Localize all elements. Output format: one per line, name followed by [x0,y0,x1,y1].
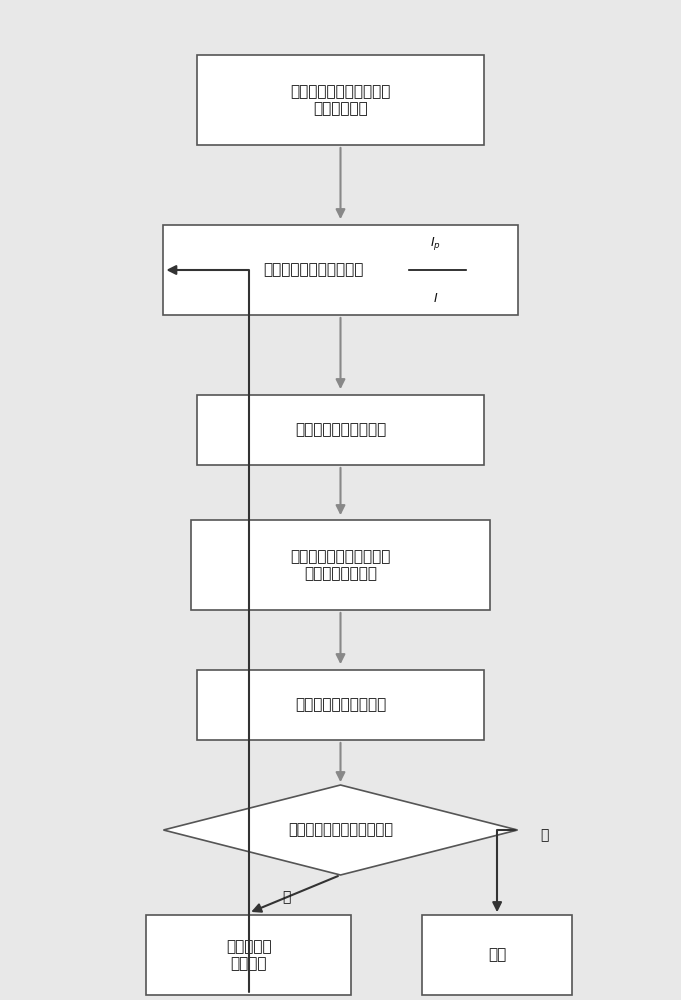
FancyBboxPatch shape [197,55,484,145]
Text: 确定两阶临界转速范围: 确定两阶临界转速范围 [295,422,386,438]
FancyBboxPatch shape [163,225,518,315]
FancyBboxPatch shape [197,395,484,465]
Text: 检验是否存在参数临界转速: 检验是否存在参数临界转速 [288,822,393,838]
FancyBboxPatch shape [146,915,351,995]
FancyBboxPatch shape [422,915,572,995]
Text: 根据转子振动特性设计要
求确定支承刚度比: 根据转子振动特性设计要 求确定支承刚度比 [290,549,391,581]
Text: 配置残余不平衡量相位: 配置残余不平衡量相位 [295,698,386,712]
Text: $I_p$: $I_p$ [430,235,441,252]
Polygon shape [163,785,518,875]
Text: 修正或优化
结构参数: 修正或优化 结构参数 [226,939,271,971]
FancyBboxPatch shape [191,520,490,610]
Text: 建立高压转子动力学模型
与动力学方程: 建立高压转子动力学模型 与动力学方程 [290,84,391,116]
Text: 确定转子系统转动惯量比: 确定转子系统转动惯量比 [263,262,364,277]
Text: 结束: 结束 [488,948,506,962]
FancyBboxPatch shape [197,670,484,740]
Text: $I$: $I$ [433,292,439,305]
Text: 是: 是 [282,890,290,904]
Text: 否: 否 [541,828,549,842]
